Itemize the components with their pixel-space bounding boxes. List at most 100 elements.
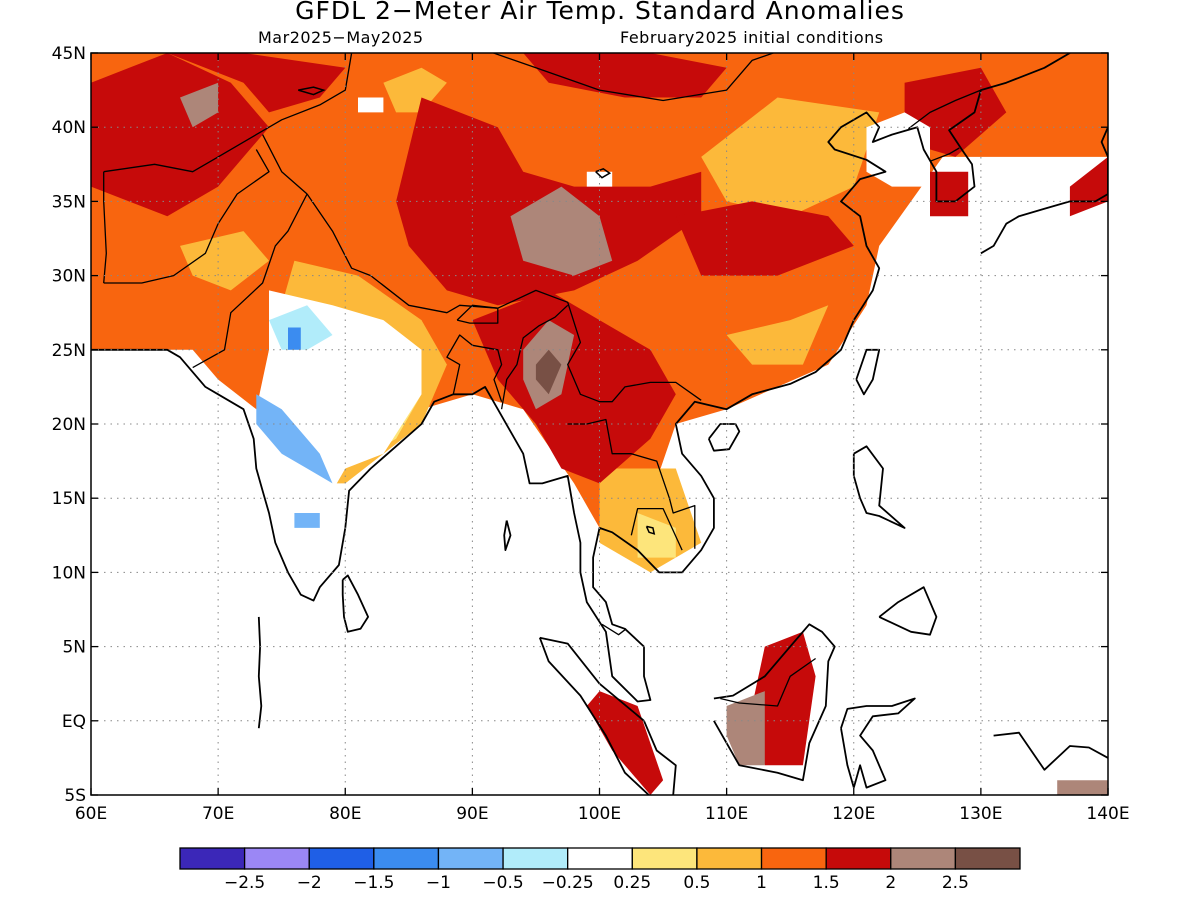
anomaly-region xyxy=(752,631,816,766)
anomaly-region xyxy=(294,513,320,528)
anomaly-region xyxy=(675,201,854,276)
initial-conditions-subtitle: February2025 initial conditions xyxy=(620,28,884,47)
anomaly-region xyxy=(288,327,301,350)
qinghai-lake xyxy=(595,167,612,179)
india-bangladesh-border xyxy=(446,334,503,402)
lat-lon-grid xyxy=(91,53,1108,795)
colorbar-label: −0.25 xyxy=(542,873,594,893)
colorbar-swatch xyxy=(308,847,375,870)
borneo-coast xyxy=(713,623,836,782)
colorbar-label: 1 xyxy=(756,873,767,893)
colorbar-label: −2 xyxy=(297,873,322,893)
mongolia-china-border xyxy=(491,53,776,102)
anomaly-region xyxy=(930,171,969,217)
colorbar-label: 1.5 xyxy=(813,873,840,893)
colorbar-swatch xyxy=(243,847,310,870)
anomaly-region xyxy=(523,53,727,98)
colorbar: −2.5 −2 −1.5 −1 −0.5 −0.25 0.25 0.5 1 1.5 2 2.5 xyxy=(179,847,1021,893)
central-asia-border xyxy=(103,53,353,173)
lon-tick-label: 60E xyxy=(75,804,107,824)
lat-tick-label: 5N xyxy=(62,638,86,658)
colorbar-swatch xyxy=(502,847,569,870)
lat-tick-label: 10N xyxy=(52,563,86,583)
colorbar-swatch xyxy=(760,847,827,870)
colorbar-swatch xyxy=(631,847,698,870)
andaman-islands xyxy=(503,520,512,551)
lon-tick-label: 120E xyxy=(832,804,875,824)
lat-tick-label: 30N xyxy=(52,267,86,287)
anomaly-region xyxy=(358,97,384,113)
colorbar-swatch xyxy=(179,847,246,870)
anomaly-region xyxy=(256,394,333,484)
anomaly-region xyxy=(586,691,664,795)
anomaly-region xyxy=(866,112,930,187)
lon-tick-label: 80E xyxy=(329,804,361,824)
anomaly-region xyxy=(180,82,219,128)
colorbar-label: 0.5 xyxy=(683,873,710,893)
afghanistan-pakistan-border xyxy=(103,149,270,284)
anomaly-region xyxy=(167,53,346,113)
axis-ticks: 60E 70E 80E 90E 100E 110E 120E 130E 140E 45N 40N 35… xyxy=(52,44,1130,824)
colorbar-swatch xyxy=(696,847,763,870)
colorbar-swatch xyxy=(373,847,440,870)
colorbar-swatch xyxy=(437,847,504,870)
sulawesi-coast xyxy=(840,697,916,789)
issyk-kul xyxy=(297,86,326,96)
colorbar-label: 2.5 xyxy=(942,873,969,893)
anomaly-region xyxy=(726,691,765,766)
anomaly-region xyxy=(91,53,269,217)
colorbar-label: −2.5 xyxy=(224,873,265,893)
anomaly-region xyxy=(535,349,562,395)
indochina-borders xyxy=(567,418,696,549)
colorbar-swatch xyxy=(567,847,633,870)
map-title: GFDL 2−Meter Air Temp. Standard Anomalie… xyxy=(295,0,905,25)
burma-bangladesh-border xyxy=(500,304,569,410)
anomaly-region xyxy=(510,186,613,276)
new-guinea-coast xyxy=(993,731,1108,771)
maldives-chain xyxy=(257,616,263,729)
colorbar-label: −0.5 xyxy=(482,873,523,893)
lon-tick-label: 140E xyxy=(1086,804,1129,824)
lon-tick-label: 90E xyxy=(456,804,488,824)
lon-tick-label: 70E xyxy=(202,804,234,824)
bhutan-border xyxy=(456,304,499,324)
forecast-period-subtitle: Mar2025−May2025 xyxy=(258,28,424,47)
taiwan-coast xyxy=(855,348,881,396)
lat-tick-label: 25N xyxy=(52,341,86,361)
lat-tick-label: 45N xyxy=(52,44,86,64)
lon-tick-label: 100E xyxy=(578,804,621,824)
iran-afghanistan-border xyxy=(103,171,107,284)
lat-tick-label: 15N xyxy=(52,489,86,509)
sri-lanka-coast xyxy=(341,574,370,633)
lat-tick-label: 35N xyxy=(52,192,86,212)
lat-tick-label: 5S xyxy=(64,786,86,806)
colorbar-label: 2 xyxy=(885,873,896,893)
anomaly-region xyxy=(701,97,880,217)
malaysia-thai-border xyxy=(601,623,627,636)
colorbar-label: −1 xyxy=(426,873,451,893)
lat-tick-label: 20N xyxy=(52,415,86,435)
china-korea-border xyxy=(908,89,982,130)
pakistan-india-border xyxy=(192,193,308,369)
colorbar-label: 0.25 xyxy=(613,873,651,893)
korea-dmz xyxy=(929,147,960,162)
colorbar-swatch xyxy=(890,847,957,870)
hainan-coast xyxy=(707,423,741,452)
borneo-borders xyxy=(720,657,816,707)
colorbar-label: −1.5 xyxy=(353,873,394,893)
india-bangladesh-burma-coast xyxy=(91,53,1071,703)
thailand-cambodia-border xyxy=(630,507,683,551)
anomaly-field xyxy=(91,53,1108,795)
lon-tick-label: 110E xyxy=(705,804,748,824)
japan-coast xyxy=(980,126,1108,255)
lat-tick-label: EQ xyxy=(62,712,86,732)
anomaly-region xyxy=(726,305,829,365)
tonle-sap xyxy=(645,525,656,535)
lat-tick-label: 40N xyxy=(52,118,86,138)
colorbar-swatch xyxy=(825,847,892,870)
colorbar-swatch xyxy=(954,847,1021,870)
lake-balkhash xyxy=(269,31,333,46)
anomaly-region xyxy=(1057,780,1108,795)
lon-tick-label: 130E xyxy=(959,804,1002,824)
